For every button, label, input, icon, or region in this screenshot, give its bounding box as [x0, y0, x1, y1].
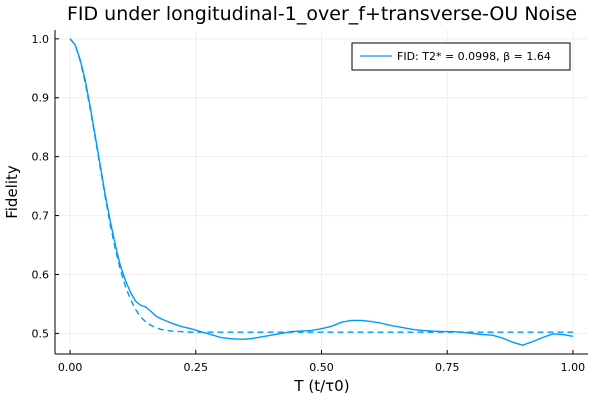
- y-tick-label: 0.9: [32, 92, 50, 105]
- x-tick-label: 0.50: [309, 361, 334, 374]
- fit-curve-dashed: [69, 38, 573, 333]
- y-axis-ticks: 0.5 0.6 0.7 0.8 0.9 1.0: [32, 33, 59, 340]
- legend-label: FID: T2* = 0.0998, β = 1.64: [397, 50, 551, 63]
- y-tick-label: 0.7: [32, 210, 50, 223]
- y-tick-label: 0.5: [32, 327, 50, 340]
- y-tick-label: 0.6: [32, 268, 50, 281]
- x-tick-label: 0.75: [435, 361, 460, 374]
- chart-title: FID under longitudinal-1_over_f+transver…: [67, 3, 577, 25]
- x-tick-label: 1.00: [561, 361, 586, 374]
- y-tick-label: 1.0: [32, 33, 50, 46]
- series-lines: [69, 38, 574, 346]
- x-axis-title: T (t/τ0): [293, 377, 349, 395]
- legend: FID: T2* = 0.0998, β = 1.64: [351, 42, 571, 71]
- x-tick-label: 0.00: [58, 361, 83, 374]
- y-tick-label: 0.8: [32, 151, 50, 164]
- x-tick-label: 0.25: [184, 361, 209, 374]
- x-axis-ticks: 0.00 0.25 0.50 0.75 1.00: [58, 350, 585, 374]
- grid-lines: [55, 30, 588, 354]
- fid-series-line: [69, 38, 574, 346]
- y-axis-title: Fidelity: [3, 165, 21, 219]
